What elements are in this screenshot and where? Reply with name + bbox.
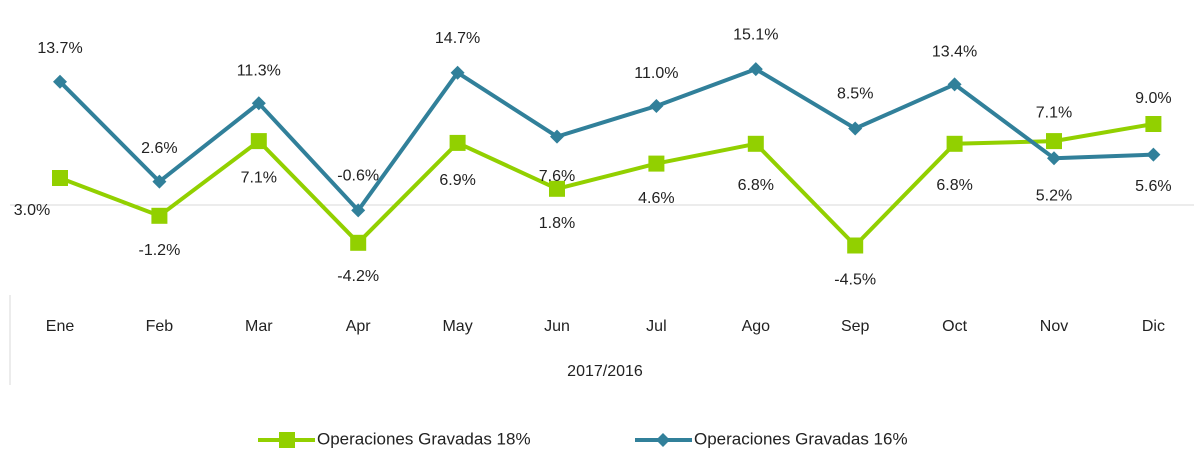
marker	[251, 96, 266, 111]
x-axis-title: 2017/2016	[567, 363, 643, 380]
data-label: 5.6%	[1135, 178, 1171, 195]
x-tick-label: Apr	[346, 318, 372, 335]
marker	[350, 234, 367, 251]
data-label: -1.2%	[139, 242, 181, 259]
data-label: 7.1%	[1036, 104, 1072, 121]
x-tick-label: Oct	[942, 318, 967, 335]
marker	[1146, 147, 1161, 162]
data-label: -4.5%	[834, 272, 876, 289]
data-label: 3.0%	[14, 202, 50, 219]
marker	[1046, 133, 1062, 150]
marker	[550, 129, 564, 144]
data-label: 2.6%	[141, 140, 177, 157]
marker	[449, 134, 466, 151]
data-label: 11.0%	[634, 65, 678, 82]
x-tick-label: Jul	[646, 318, 666, 335]
marker	[151, 207, 168, 224]
marker	[549, 180, 565, 197]
data-label: 8.5%	[837, 86, 873, 103]
data-label: 1.8%	[539, 215, 575, 232]
series-line	[59, 122, 1154, 248]
marker	[649, 99, 664, 113]
data-label: 6.9%	[439, 172, 475, 189]
data-label: -0.6%	[337, 168, 379, 185]
marker	[450, 65, 465, 80]
marker	[648, 155, 665, 172]
data-label: 7.1%	[241, 169, 277, 186]
x-tick-label: Ago	[742, 318, 771, 335]
data-label: -4.2%	[337, 268, 379, 285]
data-label: 14.7%	[435, 30, 480, 47]
marker	[52, 170, 68, 186]
data-label: 13.7%	[37, 40, 82, 57]
marker	[1145, 116, 1162, 132]
series-line	[58, 67, 1154, 213]
x-tick-label: May	[442, 318, 472, 335]
marker	[946, 135, 963, 152]
x-tick-label: Dic	[1142, 318, 1165, 335]
legend-marker	[279, 432, 295, 448]
data-label: 7.6%	[539, 168, 575, 185]
x-tick-label: Nov	[1040, 318, 1068, 335]
x-tick-label: Jun	[544, 318, 570, 335]
marker	[847, 237, 864, 254]
marker	[53, 74, 67, 89]
data-label: 6.8%	[738, 177, 774, 194]
marker	[748, 62, 763, 77]
data-label: 13.4%	[932, 44, 977, 61]
data-label: 4.6%	[638, 190, 674, 207]
data-label: 9.0%	[1135, 90, 1171, 107]
legend-label: Operaciones Gravadas 18%	[317, 429, 531, 448]
marker	[152, 174, 167, 189]
marker	[250, 133, 267, 150]
data-label: 11.3%	[237, 63, 281, 80]
marker	[848, 121, 863, 136]
marker	[747, 135, 764, 152]
data-label: 15.1%	[733, 26, 778, 43]
x-tick-label: Ene	[46, 318, 75, 335]
data-label: 5.2%	[1036, 187, 1072, 204]
legend-marker	[656, 433, 670, 447]
x-tick-label: Sep	[841, 318, 870, 335]
x-tick-label: Mar	[245, 318, 273, 335]
marker	[947, 77, 962, 92]
data-label: 6.8%	[936, 177, 972, 194]
marker	[1047, 151, 1061, 166]
x-tick-label: Feb	[146, 318, 174, 335]
marker	[351, 203, 366, 218]
legend-label: Operaciones Gravadas 16%	[694, 429, 908, 448]
